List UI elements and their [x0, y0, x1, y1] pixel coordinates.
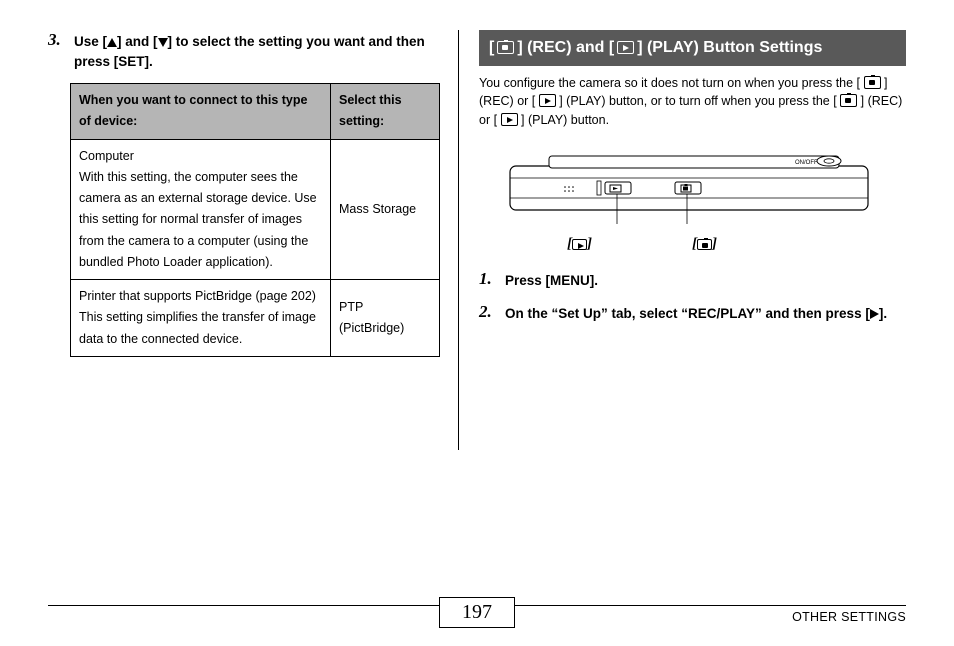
table-row: Printer that supports PictBridge (page 2…: [71, 280, 440, 357]
step-3-number: 3.: [48, 30, 66, 71]
play-icon: [617, 41, 634, 54]
left-column: 3. Use [] and [] to select the setting y…: [48, 30, 458, 450]
step-3: 3. Use [] and [] to select the setting y…: [48, 30, 438, 71]
play-icon: [501, 113, 518, 126]
up-arrow-icon: [107, 38, 117, 47]
step-2-number: 2.: [479, 302, 497, 324]
page-content: 3. Use [] and [] to select the setting y…: [0, 0, 954, 450]
settings-table: When you want to connect to this type of…: [70, 83, 440, 357]
cell-r1c1: Computer With this setting, the computer…: [71, 139, 331, 280]
para-e: ] (PLAY) button.: [521, 113, 609, 127]
table-header-2: Select this setting:: [331, 84, 440, 140]
step2-a: On the “Set Up” tab, select “REC/PLAY” a…: [505, 306, 870, 321]
step-2: 2. On the “Set Up” tab, select “REC/PLAY…: [479, 302, 906, 324]
play-icon: [572, 239, 587, 250]
svg-text:ON/OFF: ON/OFF: [795, 160, 818, 166]
footer-section-label: OTHER SETTINGS: [792, 610, 906, 624]
step2-b: ].: [879, 306, 887, 321]
cell-r1c2: Mass Storage: [331, 139, 440, 280]
camera-icon: [840, 94, 857, 107]
down-arrow-icon: [158, 38, 168, 47]
diagram-labels: [] []: [509, 236, 906, 253]
hdr-a: [: [489, 37, 494, 59]
step3-text-a: Use [: [74, 34, 107, 49]
table-row: Computer With this setting, the computer…: [71, 139, 440, 280]
step-1-text: Press [MENU].: [505, 269, 598, 291]
hdr-b: ] (REC) and [: [517, 37, 614, 59]
step-3-text: Use [] and [] to select the setting you …: [74, 30, 438, 71]
step3-text-b: ] and [: [117, 34, 158, 49]
intro-paragraph: You configure the camera so it does not …: [479, 74, 906, 130]
label-rec: []: [692, 236, 717, 253]
camera-icon: [497, 41, 514, 54]
para-a: You configure the camera so it does not …: [479, 76, 860, 90]
para-c: ] (PLAY) button, or to turn off when you…: [559, 94, 836, 108]
lbl-rec-b: ]: [712, 236, 717, 252]
step-2-text: On the “Set Up” tab, select “REC/PLAY” a…: [505, 302, 887, 324]
page-number: 197: [439, 597, 515, 628]
cell-r2c2: PTP (PictBridge): [331, 280, 440, 357]
play-icon: [539, 94, 556, 107]
section-header: [ ] (REC) and [ ] (PLAY) Button Settings: [479, 30, 906, 66]
label-play: []: [567, 236, 592, 253]
camera-icon: [697, 239, 712, 250]
table-header-1: When you want to connect to this type of…: [71, 84, 331, 140]
cell-r2c1: Printer that supports PictBridge (page 2…: [71, 280, 331, 357]
camera-icon: [864, 76, 881, 89]
hdr-c: ] (PLAY) Button Settings: [637, 37, 822, 59]
camera-diagram: ON/OFF: [509, 148, 869, 230]
step-1: 1. Press [MENU].: [479, 269, 906, 291]
right-column: [ ] (REC) and [ ] (PLAY) Button Settings…: [459, 30, 906, 450]
step-1-number: 1.: [479, 269, 497, 291]
right-arrow-icon: [870, 309, 879, 319]
lbl-play-b: ]: [587, 236, 592, 252]
